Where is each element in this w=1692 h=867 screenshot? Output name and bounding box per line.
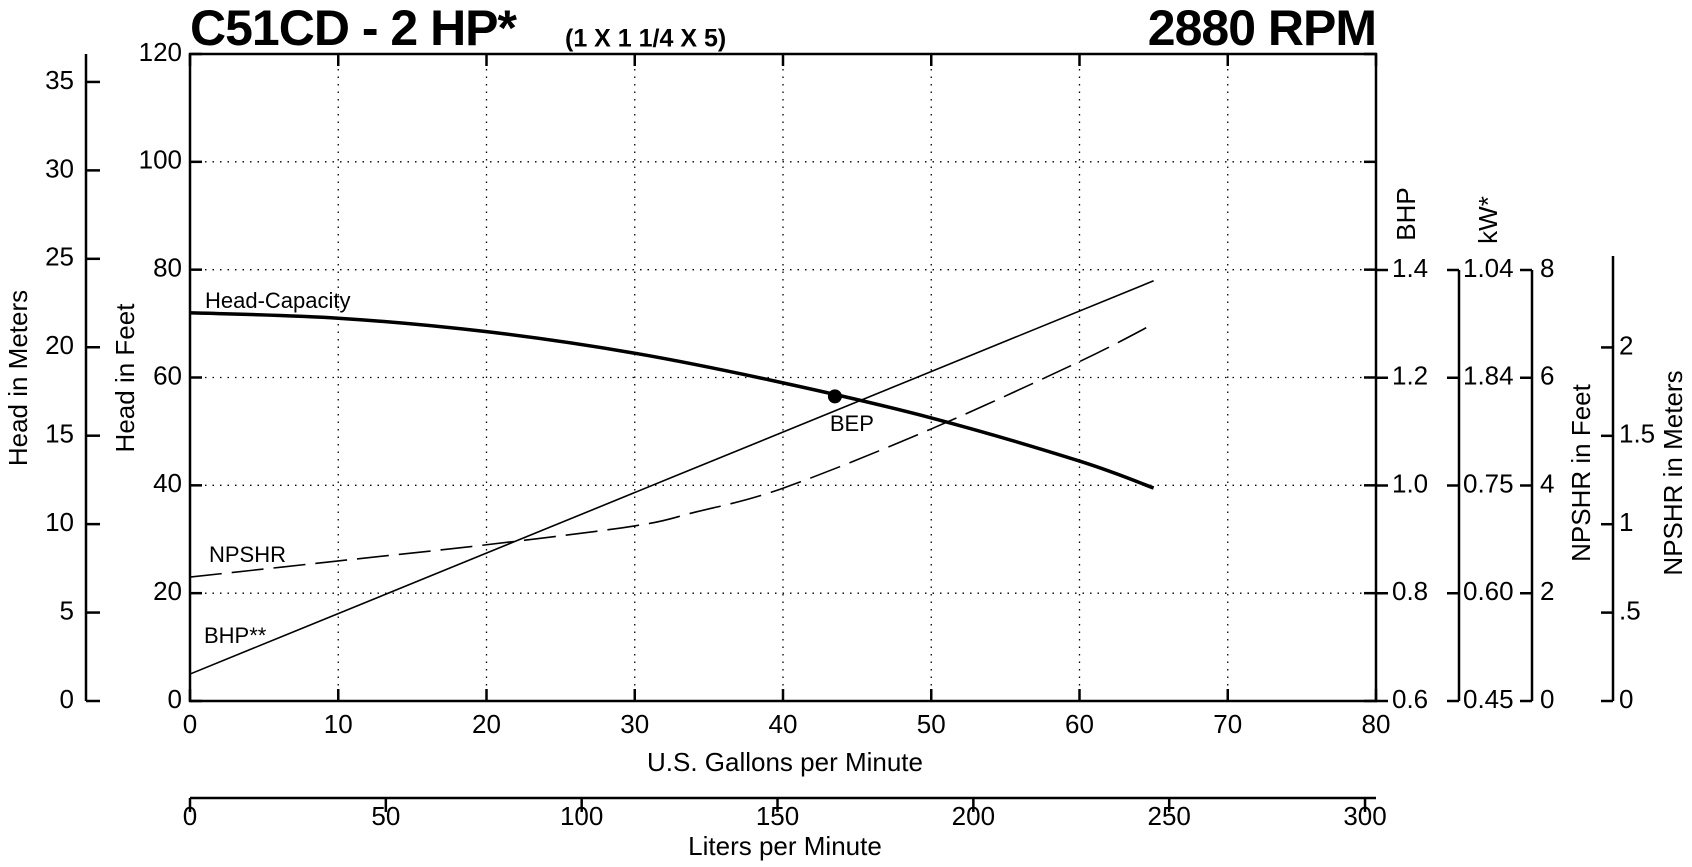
x2-tick-label: 150 bbox=[756, 801, 799, 831]
y2-tick-label: 1.4 bbox=[1392, 253, 1428, 283]
kw-tick-label: 0.45 bbox=[1463, 684, 1514, 714]
npshr-tick-label: 8 bbox=[1540, 253, 1554, 283]
y-tick-label: 100 bbox=[139, 145, 182, 175]
kw-tick-label: 1.84 bbox=[1463, 361, 1514, 391]
y2-tick-label: 0.8 bbox=[1392, 576, 1428, 606]
y-tick-label: 60 bbox=[153, 360, 182, 390]
y-axis-title: Head in Feet bbox=[110, 303, 140, 453]
x2-tick-label: 250 bbox=[1147, 801, 1190, 831]
chart-subtitle: (1 X 1 1/4 X 5) bbox=[565, 25, 726, 53]
y2-tick-label: 0.6 bbox=[1392, 684, 1428, 714]
x2-tick-label: 300 bbox=[1343, 801, 1386, 831]
npshr-meters-tick-label: .5 bbox=[1619, 595, 1641, 625]
kw-axis-title: kW* bbox=[1473, 196, 1503, 244]
bep-label: BEP bbox=[830, 411, 874, 436]
x-axis-title: U.S. Gallons per Minute bbox=[647, 747, 923, 777]
npshr-meters-tick-label: 0 bbox=[1619, 684, 1633, 714]
x-tick-label: 10 bbox=[324, 709, 353, 739]
series-line bbox=[189, 280, 1154, 675]
series-line bbox=[189, 311, 1155, 490]
npshr-meters-tick-label: 1 bbox=[1619, 507, 1633, 537]
x-tick-label: 20 bbox=[472, 709, 501, 739]
kw-tick-label: 0.75 bbox=[1463, 468, 1514, 498]
npshr-meters-axis-title: NPSHR in Meters bbox=[1658, 370, 1688, 575]
y2-tick-label: 1.2 bbox=[1392, 361, 1428, 391]
kw-tick-label: 1.04 bbox=[1463, 253, 1514, 283]
x2-tick-label: 200 bbox=[952, 801, 995, 831]
y-tick-label: 20 bbox=[153, 576, 182, 606]
y-tick-label: 40 bbox=[153, 468, 182, 498]
x-tick-label: 80 bbox=[1362, 709, 1391, 739]
x2-tick-label: 100 bbox=[560, 801, 603, 831]
npshr-meters-tick-label: 1.5 bbox=[1619, 419, 1655, 449]
npshr-tick-label: 0 bbox=[1540, 684, 1554, 714]
y-meters-tick-label: 5 bbox=[60, 595, 74, 625]
series-label: NPSHR bbox=[209, 542, 286, 567]
bep-point bbox=[827, 389, 842, 404]
npshr-meters-tick-label: 2 bbox=[1619, 330, 1633, 360]
y-tick-label: 0 bbox=[168, 684, 182, 714]
series-line bbox=[189, 323, 1154, 578]
y-meters-tick-label: 30 bbox=[45, 153, 74, 183]
speed-label: 2880 RPM bbox=[1148, 0, 1376, 56]
x2-tick-label: 50 bbox=[371, 801, 400, 831]
x-tick-label: 40 bbox=[769, 709, 798, 739]
kw-tick-label: 0.60 bbox=[1463, 576, 1514, 606]
npshr-tick-label: 6 bbox=[1540, 361, 1554, 391]
series-label: BHP** bbox=[204, 623, 267, 648]
npshr-tick-label: 2 bbox=[1540, 576, 1554, 606]
y-tick-label: 80 bbox=[153, 253, 182, 283]
y2-axis-title: BHP bbox=[1391, 187, 1421, 240]
x-tick-label: 50 bbox=[917, 709, 946, 739]
x2-axis-title: Liters per Minute bbox=[688, 831, 882, 861]
y-meters-tick-label: 10 bbox=[45, 507, 74, 537]
x-tick-label: 70 bbox=[1213, 709, 1242, 739]
y-meters-axis-title: Head in Meters bbox=[3, 290, 33, 466]
y2-tick-label: 1.0 bbox=[1392, 468, 1428, 498]
y-tick-label: 120 bbox=[139, 37, 182, 67]
y-meters-tick-label: 20 bbox=[45, 330, 74, 360]
x-tick-label: 0 bbox=[183, 709, 197, 739]
chart-title: C51CD - 2 HP* bbox=[190, 0, 518, 56]
y-meters-tick-label: 15 bbox=[45, 419, 74, 449]
y-meters-tick-label: 25 bbox=[45, 242, 74, 272]
x-tick-label: 30 bbox=[620, 709, 649, 739]
npshr-tick-label: 4 bbox=[1540, 468, 1554, 498]
npshr-axis-title: NPSHR in Feet bbox=[1566, 383, 1596, 561]
x2-tick-label: 0 bbox=[183, 801, 197, 831]
series-label: Head-Capacity bbox=[205, 288, 351, 313]
x-tick-label: 60 bbox=[1065, 709, 1094, 739]
y-meters-tick-label: 0 bbox=[60, 684, 74, 714]
y-meters-tick-label: 35 bbox=[45, 65, 74, 95]
